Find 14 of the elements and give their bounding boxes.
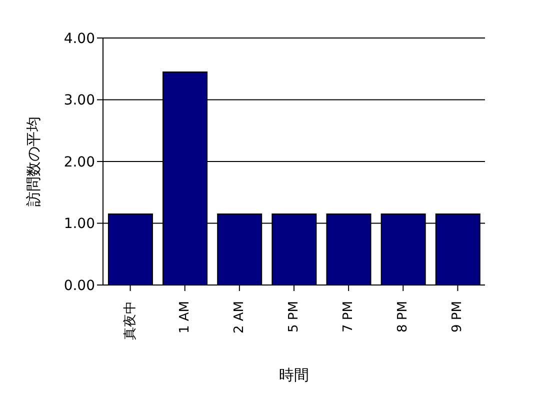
- y-tick-label: 4.00: [64, 30, 95, 47]
- x-tick-label: 7 PM: [341, 301, 356, 332]
- y-tick-label: 1.00: [64, 216, 95, 232]
- x-tick-label: 9 PM: [450, 301, 466, 332]
- y-axis-title: 訪問数の平均: [24, 116, 42, 206]
- x-tick-label: 5 PM: [286, 301, 302, 332]
- x-axis-title: 時間: [279, 366, 309, 384]
- y-tick-label: 2.00: [64, 154, 95, 170]
- x-tick-label: 1 AM: [177, 301, 192, 334]
- y-tick-label: 3.00: [64, 92, 95, 109]
- y-tick-label: 0.00: [64, 278, 95, 294]
- x-tick-label: 真夜中: [122, 301, 138, 340]
- x-tick-label: 8 PM: [396, 301, 411, 332]
- x-tick-label: 2 AM: [232, 301, 247, 334]
